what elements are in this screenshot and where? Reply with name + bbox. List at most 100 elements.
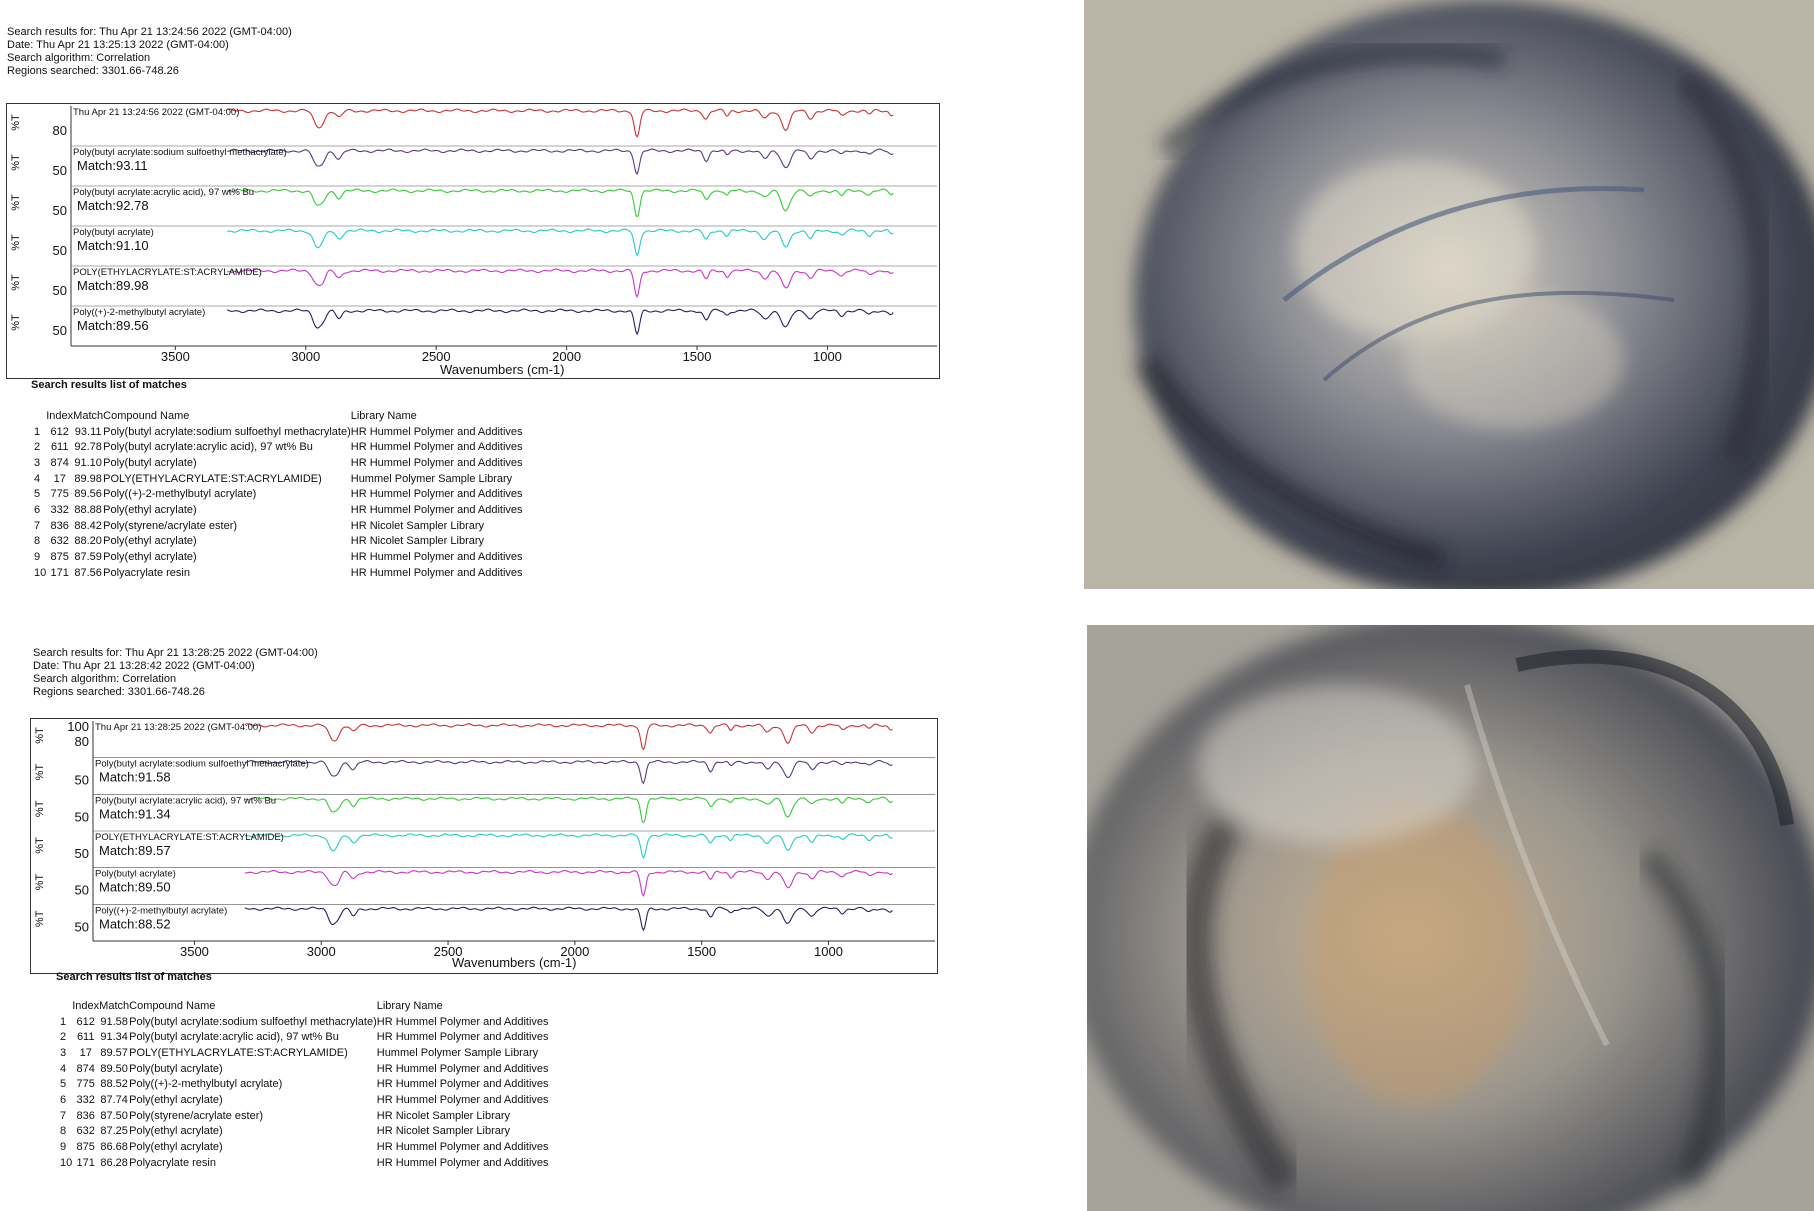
series-line-6 — [244, 906, 893, 932]
y-tick-label: 50 — [53, 323, 67, 338]
series-line-3 — [244, 796, 893, 824]
table-cell: HR Hummel Polymer and Additives — [376, 1141, 549, 1154]
y-axis-label: %T — [10, 114, 22, 131]
series-line-1 — [227, 108, 894, 138]
table-cell: 92.78 — [74, 441, 102, 454]
table-cell: 1 — [34, 425, 41, 438]
table-row: 6 332 88.88 Poly(ethyl acrylate) HR Hummel P… — [34, 502, 523, 518]
table-cell: Poly(butyl acrylate:sodium sulfoethyl me… — [129, 1015, 377, 1028]
column-header: Match — [99, 999, 130, 1012]
x-axis-label: Wavenumbers (cm-1) — [440, 362, 565, 377]
micrograph-top — [1084, 0, 1814, 589]
table-cell: 87.25 — [100, 1125, 128, 1138]
series-line-5 — [227, 268, 894, 299]
table-cell: Poly((+)-2-methylbutyl acrylate) — [129, 1078, 283, 1091]
series-name-label: Thu Apr 21 13:28:25 2022 (GMT-04:00) — [95, 722, 261, 733]
table-row: 3 17 89.57 POLY(ETHYLACRYLATE:ST:ACRYLAMIDE… — [60, 1045, 549, 1061]
table-cell: 89.50 — [100, 1062, 128, 1075]
table-cell: 88.42 — [74, 519, 102, 532]
series-name-label: Poly(butyl acrylate:sodium sulfoethyl me… — [73, 147, 287, 158]
table-cell: 171 — [76, 1156, 95, 1169]
series-name-label: Poly(butyl acrylate:sodium sulfoethyl me… — [95, 759, 309, 770]
table-cell: POLY(ETHYLACRYLATE:ST:ACRYLAMIDE) — [129, 1046, 348, 1059]
table-row: 6 332 87.74 Poly(ethyl acrylate) HR Hummel P… — [60, 1092, 549, 1108]
y-tick-label: 50 — [75, 883, 89, 898]
column-header — [60, 998, 72, 1014]
table-cell: 8 — [34, 535, 41, 548]
table-cell: HR Hummel Polymer and Additives — [350, 551, 523, 564]
match-score-label: Match:91.58 — [99, 770, 171, 785]
y-tick-label: 80 — [75, 734, 89, 749]
table-cell: 875 — [76, 1141, 95, 1154]
table-cell: 7 — [60, 1109, 67, 1122]
table-cell: Poly(ethyl acrylate) — [129, 1125, 223, 1138]
table-row: 10 171 86.28 Polyacrylate resin HR Hummel Po… — [60, 1155, 549, 1171]
table-cell: 632 — [50, 535, 69, 548]
y-tick-label: 50 — [53, 283, 67, 298]
table-cell: HR Nicolet Sampler Library — [350, 535, 485, 548]
table-cell: 9 — [34, 551, 41, 564]
series-name-label: Thu Apr 21 13:24:56 2022 (GMT-04:00) — [73, 107, 239, 118]
match-score-label: Match:89.50 — [99, 880, 171, 895]
table-cell: 4 — [34, 472, 41, 485]
y-tick-label: 50 — [75, 846, 89, 861]
table-cell: Poly(ethyl acrylate) — [103, 551, 197, 564]
y-axis-label: %T — [10, 194, 22, 211]
table-cell: 8 — [60, 1125, 67, 1138]
table-row: 3 874 91.10 Poly(butyl acrylate) HR Hummel P… — [34, 455, 523, 471]
match-score-label: Match:91.10 — [77, 238, 149, 253]
table-cell: 2 — [60, 1031, 67, 1044]
x-axis-label: Wavenumbers (cm-1) — [452, 955, 577, 970]
table-row: 4 874 89.50 Poly(butyl acrylate) HR Hummel P… — [60, 1061, 549, 1077]
y-tick-label: 50 — [75, 919, 89, 934]
table-row: 10 171 87.56 Polyacrylate resin HR Hummel Po… — [34, 565, 523, 581]
table-cell: 5 — [34, 488, 41, 501]
column-header — [34, 408, 46, 424]
table-cell: HR Hummel Polymer and Additives — [376, 1078, 549, 1091]
table-cell: 10 — [34, 566, 47, 579]
table-cell: 89.57 — [100, 1046, 128, 1059]
table-cell: 612 — [76, 1015, 95, 1028]
series-name-label: POLY(ETHYLACRYLATE:ST:ACRYLAMIDE) — [73, 267, 262, 278]
table-cell: 88.88 — [74, 503, 102, 516]
table-cell: 91.34 — [100, 1031, 128, 1044]
table-cell: 632 — [76, 1125, 95, 1138]
series-line-5 — [244, 869, 893, 898]
table-cell: 10 — [60, 1156, 73, 1169]
y-axis-label: %T — [10, 274, 22, 291]
column-header: Index — [46, 409, 74, 422]
match-score-label: Match:93.11 — [77, 158, 148, 173]
y-tick-label: 100 — [67, 719, 89, 734]
table-cell: Hummel Polymer Sample Library — [350, 472, 513, 485]
x-tick-label: 2500 — [434, 944, 463, 959]
table-cell: 87.50 — [100, 1109, 128, 1122]
x-tick-label: 3500 — [180, 944, 209, 959]
table-cell: Hummel Polymer Sample Library — [376, 1046, 539, 1059]
table-cell: 6 — [60, 1093, 67, 1106]
table-cell: 332 — [76, 1093, 95, 1106]
table-cell: 836 — [50, 519, 69, 532]
series-line-2 — [227, 148, 894, 176]
series-line-4 — [227, 228, 894, 257]
table-row: 5 775 89.56 Poly((+)-2-methylbutyl acrylate… — [34, 486, 523, 502]
column-header: Match — [73, 409, 104, 422]
y-tick-label: 50 — [53, 163, 67, 178]
table-cell: HR Hummel Polymer and Additives — [350, 425, 523, 438]
series-line-3 — [227, 188, 894, 218]
table-cell: HR Hummel Polymer and Additives — [376, 1015, 549, 1028]
match-score-label: Match:92.78 — [77, 198, 149, 213]
match-score-label: Match:89.98 — [77, 278, 149, 293]
y-tick-label: 50 — [75, 809, 89, 824]
table-cell: Polyacrylate resin — [129, 1156, 216, 1169]
table-cell: 93.11 — [74, 425, 102, 438]
table-cell: 6 — [34, 503, 41, 516]
table-header-row: Index Match Compound Name Library Name — [34, 408, 523, 424]
table-cell: 87.56 — [74, 566, 102, 579]
y-tick-label: 50 — [53, 203, 67, 218]
table-cell: HR Hummel Polymer and Additives — [376, 1031, 549, 1044]
x-tick-label: 1500 — [687, 944, 716, 959]
matches-list-title: Search results list of matches — [31, 379, 187, 391]
table-cell: 611 — [50, 441, 69, 454]
table-cell: 4 — [60, 1062, 67, 1075]
table-cell: HR Hummel Polymer and Additives — [350, 488, 523, 501]
